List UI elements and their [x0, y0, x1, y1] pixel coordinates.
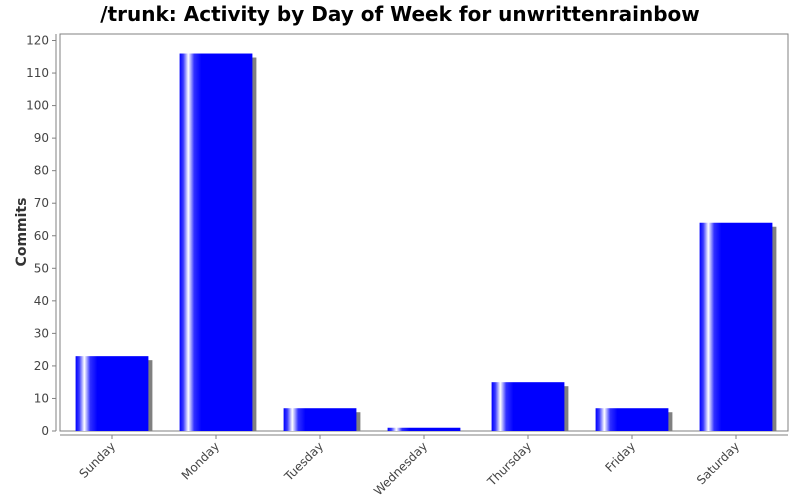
- y-tick-label: 0: [41, 424, 49, 438]
- plot-frame: [59, 33, 789, 432]
- plot-border: [59, 33, 789, 432]
- x-tick-label: Monday: [179, 439, 222, 482]
- bars: [75, 53, 777, 431]
- y-tick-label: 50: [34, 261, 49, 275]
- y-tick-label: 70: [34, 196, 49, 210]
- x-tick-label: Wednesday: [371, 439, 430, 498]
- x-tick-label: Sunday: [76, 439, 118, 481]
- y-tick-label: 20: [34, 359, 49, 373]
- y-tick-label: 110: [26, 66, 49, 80]
- x-tick-label: Friday: [603, 439, 639, 475]
- chart-title: /trunk: Activity by Day of Week for unwr…: [100, 2, 700, 26]
- y-tick-label: 90: [34, 131, 49, 145]
- y-axis: 0 10 20 30 40 50 60 70 80 90 100 110 120: [26, 34, 57, 438]
- bar-friday: [595, 408, 669, 431]
- x-tick-label: Thursday: [484, 439, 534, 489]
- bar-tuesday: [283, 408, 357, 431]
- y-tick-label: 80: [34, 164, 49, 178]
- bar-sunday: [75, 356, 149, 431]
- y-tick-label: 30: [34, 326, 49, 340]
- y-tick-label: 100: [26, 99, 49, 113]
- y-tick-label: 120: [26, 34, 49, 48]
- y-tick-label: 40: [34, 294, 49, 308]
- x-tick-label: Saturday: [694, 439, 742, 487]
- y-axis-title: Commits: [14, 198, 30, 267]
- x-axis: Sunday Monday Tuesday Wednesday Thursday Frid…: [60, 434, 788, 498]
- bar-monday: [179, 53, 253, 431]
- bar-wednesday: [387, 427, 461, 431]
- bar-saturday: [699, 222, 773, 431]
- y-tick-label: 60: [34, 229, 49, 243]
- bar-thursday: [491, 382, 565, 431]
- x-tick-label: Tuesday: [281, 439, 326, 484]
- y-tick-label: 10: [34, 391, 49, 405]
